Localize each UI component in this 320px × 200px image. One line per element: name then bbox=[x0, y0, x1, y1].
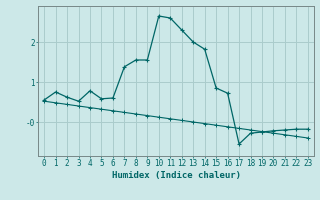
X-axis label: Humidex (Indice chaleur): Humidex (Indice chaleur) bbox=[111, 171, 241, 180]
